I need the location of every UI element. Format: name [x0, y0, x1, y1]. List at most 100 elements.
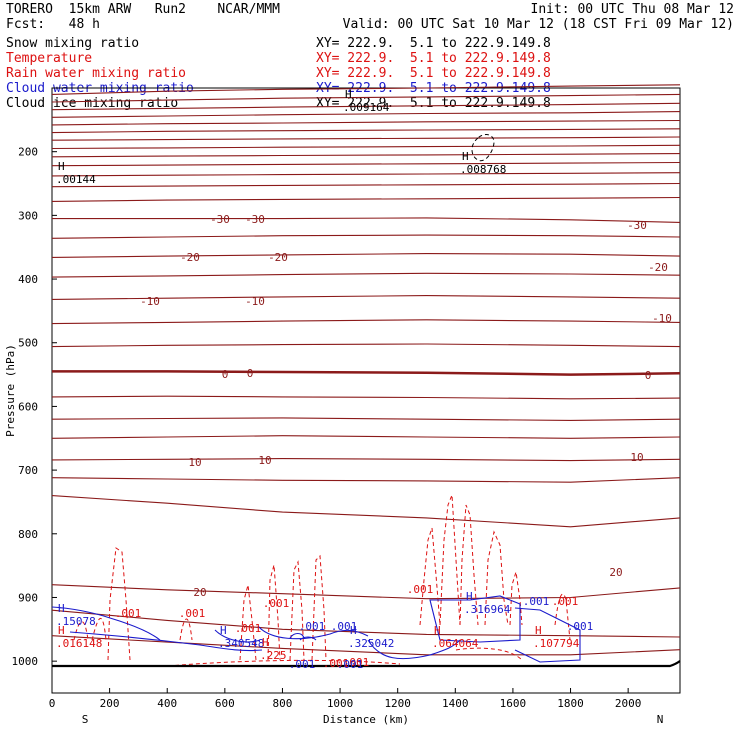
cloud-water-contour	[299, 636, 317, 641]
max-value-label: .15078	[56, 615, 96, 628]
model-title: TORERO 15km ARW Run2 NCAR/MMM	[6, 2, 280, 17]
max-value-label: .225	[260, 649, 287, 662]
y-tick-label: 500	[18, 337, 38, 350]
init-time: Init: 00 UTC Thu 08 Mar 12	[530, 2, 735, 17]
temperature-label: 10	[630, 451, 643, 464]
cloud-water-contour	[367, 639, 461, 660]
legend-coords: XY= 222.9. 5.1 to 222.9.149.8	[316, 36, 551, 51]
rain-label: .001	[407, 583, 434, 596]
cloud-water-contour	[289, 632, 305, 639]
isotherm-line	[51, 635, 681, 656]
legend-item: Snow mixing ratio	[6, 36, 140, 51]
isotherm-line	[51, 609, 681, 638]
isotherm-line	[51, 343, 681, 348]
max-value-label: .009164	[343, 101, 390, 114]
x-tick-label: 200	[100, 697, 120, 710]
rain-contour	[459, 504, 479, 626]
y-axis-label: Pressure (hPa)	[4, 344, 17, 437]
left-endpoint-label: S	[82, 713, 89, 726]
cloud-ice-contour	[471, 134, 495, 162]
rain-contour	[455, 647, 523, 661]
legend-item: Temperature	[6, 51, 93, 66]
max-h-label: H	[262, 636, 269, 649]
y-tick-label: 1000	[12, 655, 39, 668]
x-tick-label: 2000	[615, 697, 642, 710]
right-endpoint-label: N	[657, 713, 664, 726]
y-tick-label: 900	[18, 591, 38, 604]
legend-item: Rain water mixing ratio	[6, 66, 187, 81]
y-tick-label: 800	[18, 528, 38, 541]
max-value-label: .107794	[533, 637, 580, 650]
plot-frame	[51, 87, 681, 694]
rain-contour	[107, 547, 131, 661]
rain-contour	[179, 618, 193, 641]
rain-label: .001	[235, 622, 262, 635]
y-tick-label: 600	[18, 400, 38, 413]
isotherm-line	[51, 196, 681, 202]
isotherm-line	[51, 119, 681, 126]
temperature-label: 20	[609, 566, 622, 579]
forecast-hour: Fcst: 48 h	[6, 17, 100, 32]
isotherm-line	[51, 182, 681, 188]
legend-coords: XY= 222.9. 5.1 to 222.9.149.8	[316, 66, 551, 81]
rain-contour	[419, 527, 441, 626]
rain-contour	[289, 560, 305, 661]
isotherm-line	[51, 102, 681, 111]
rain-contour	[167, 659, 401, 667]
isotherm-line	[51, 295, 681, 300]
cloud-water-contour	[51, 606, 161, 641]
max-h-label: H	[58, 624, 65, 637]
isotherm-line	[51, 435, 681, 439]
x-tick-label: 0	[49, 697, 56, 710]
temperature-label: 0	[247, 367, 254, 380]
temperature-label: -20	[180, 251, 200, 264]
rain-label: .001	[263, 597, 290, 610]
x-axis-label: Distance (km)	[323, 713, 409, 726]
y-tick-label: 400	[18, 273, 38, 286]
max-h-label: H	[535, 624, 542, 637]
y-tick-label: 300	[18, 209, 38, 222]
y-tick-label: 200	[18, 146, 38, 159]
max-value-label: .316964	[464, 603, 511, 616]
rain-label: .001	[115, 607, 142, 620]
legend-coords: XY= 222.9. 5.1 to 222.9.149.8	[316, 51, 551, 66]
max-h-label: H	[345, 88, 352, 101]
max-h-label: H	[466, 590, 473, 603]
cloud-water-label: .001	[567, 620, 594, 633]
cloud-water-label: .001	[331, 620, 358, 633]
isotherm-line	[51, 111, 681, 118]
isotherm-line	[51, 395, 681, 400]
isotherm-line	[51, 144, 681, 150]
temperature-label: 10	[258, 454, 271, 467]
cloud-water-contour	[257, 625, 369, 640]
isotherm-line	[51, 153, 681, 158]
x-tick-label: 1800	[557, 697, 584, 710]
x-tick-label: 1200	[384, 697, 411, 710]
cloud-water-contour	[69, 631, 263, 652]
isotherm-line	[51, 84, 681, 95]
legend-coords: XY= 222.9. 5.1 to 222.9.149.8	[316, 96, 551, 111]
rain-label: .001	[179, 607, 206, 620]
isotherm-line	[51, 172, 681, 177]
max-h-label: H	[434, 624, 441, 637]
isotherm-line	[51, 272, 681, 278]
isotherm-line	[51, 136, 681, 141]
isotherm-line	[51, 319, 681, 325]
x-tick-label: 1000	[327, 697, 354, 710]
rain-contour	[91, 617, 107, 641]
temperature-label: -10	[652, 312, 672, 325]
temperature-label: -20	[648, 261, 668, 274]
max-h-label: H	[58, 602, 65, 615]
max-value-label: .340548	[218, 637, 264, 650]
temperature-label: -30	[627, 219, 647, 232]
cloud-water-contour	[429, 595, 521, 643]
temperature-label: 10	[188, 456, 201, 469]
valid-time: Valid: 00 UTC Sat 10 Mar 12 (18 CST Fri …	[342, 17, 734, 32]
rain-contour	[267, 564, 281, 661]
isotherm-line	[52, 370, 681, 376]
rain-contour	[484, 530, 509, 626]
max-value-label: .008768	[460, 163, 506, 176]
temperature-label: -10	[140, 295, 160, 308]
isotherm-line	[51, 458, 681, 462]
